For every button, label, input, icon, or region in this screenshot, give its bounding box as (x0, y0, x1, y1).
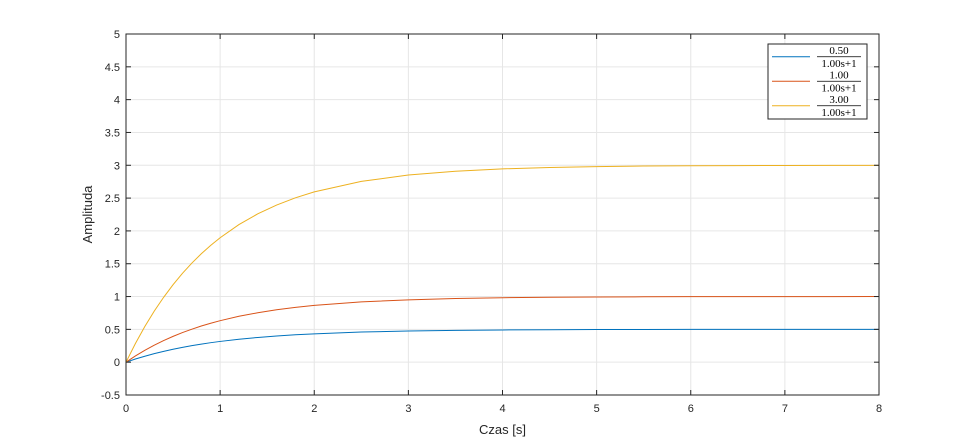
legend-numerator-2: 1.00 (829, 69, 849, 81)
x-axis-label: Czas [s] (479, 422, 526, 437)
y-tick-label: 4.5 (105, 62, 120, 74)
y-tick-label: 1 (114, 292, 120, 304)
y-tick-label: 3.5 (105, 127, 120, 139)
series-line-1 (125, 328, 879, 363)
y-tick-label: 2 (114, 226, 120, 238)
y-tick-label: -0.5 (101, 390, 120, 402)
x-tick-label: 5 (594, 403, 600, 415)
series-lines (125, 164, 880, 363)
y-axis-label: Amplituda (80, 185, 95, 244)
legend-denominator-2: 1.00s+1 (821, 82, 856, 94)
legend-numerator-1: 0.50 (829, 45, 849, 57)
y-tick-label: 2.5 (105, 193, 120, 205)
x-tick-label: 1 (217, 403, 223, 415)
x-tick-label: 3 (405, 403, 411, 415)
x-tick-label: 0 (123, 403, 129, 415)
legend-numerator-3: 3.00 (829, 94, 849, 106)
y-tick-label: 1.5 (105, 259, 120, 271)
x-tick-label: 7 (782, 403, 788, 415)
legend: 0.501.00s+11.001.00s+13.001.00s+1 (767, 43, 868, 120)
axis-ticks: 0 1 2 3 4 5 6 7 8-0.500.511.522.533.544.55 (101, 29, 882, 415)
y-tick-label: 5 (114, 29, 120, 41)
legend-denominator-3: 1.00s+1 (821, 107, 856, 119)
series-line-3 (125, 164, 880, 363)
y-tick-label: 3 (114, 160, 120, 172)
x-tick-label: 2 (311, 403, 317, 415)
x-tick-label: 4 (499, 403, 505, 415)
y-tick-label: 0 (114, 357, 120, 369)
y-tick-label: 0.5 (105, 324, 120, 336)
x-tick-label: 8 (876, 403, 882, 415)
legend-denominator-1: 1.00s+1 (821, 58, 856, 70)
y-tick-label: 4 (114, 95, 120, 107)
series-line-2 (125, 296, 880, 363)
x-tick-label: 6 (688, 403, 694, 415)
